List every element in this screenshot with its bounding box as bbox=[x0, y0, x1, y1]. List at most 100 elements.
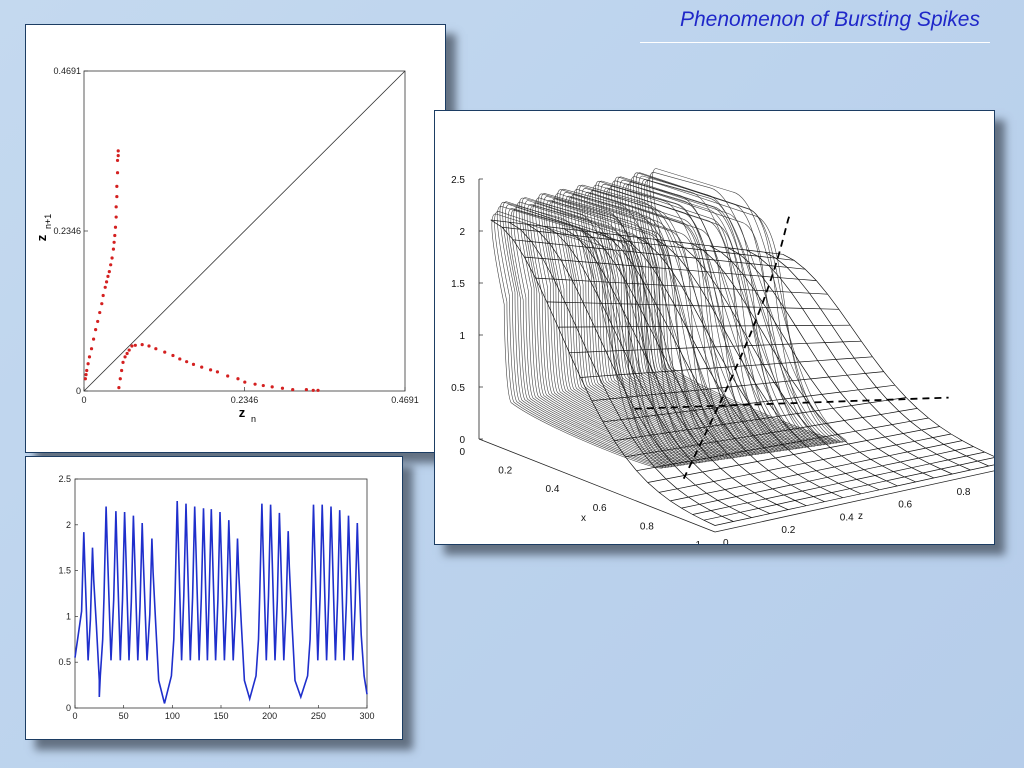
x-tick-label: 0.4 bbox=[545, 484, 559, 495]
map-point bbox=[91, 337, 96, 341]
trajectory-loop bbox=[521, 197, 697, 464]
surface-grid-line bbox=[490, 219, 783, 255]
map-point bbox=[87, 355, 92, 359]
map-point bbox=[200, 365, 204, 369]
map-point bbox=[117, 385, 121, 390]
map-point bbox=[116, 154, 120, 158]
map-point bbox=[243, 380, 247, 384]
x-tick-label: 250 bbox=[311, 711, 326, 721]
map-point bbox=[115, 158, 120, 163]
slide-title: Phenomenon of Bursting Spikes bbox=[679, 8, 980, 31]
trajectory-loop bbox=[594, 180, 781, 452]
z-tick-label: 0.6 bbox=[898, 500, 912, 511]
surface-grid-line bbox=[490, 219, 716, 526]
y-tick-label: 0.4691 bbox=[53, 66, 81, 76]
map-point bbox=[147, 344, 151, 348]
map-point bbox=[226, 374, 230, 378]
map-point bbox=[154, 347, 158, 351]
x-tick-label: 50 bbox=[119, 711, 129, 721]
map-point bbox=[280, 386, 285, 390]
y-tick-label: 0.2346 bbox=[53, 226, 81, 236]
trajectory-loop bbox=[543, 196, 722, 460]
trajectory-curves bbox=[491, 168, 847, 469]
map-point bbox=[83, 377, 87, 381]
surface-grid-line bbox=[709, 245, 935, 479]
map-point bbox=[191, 362, 196, 366]
surface-grid-line bbox=[636, 236, 862, 495]
map-point bbox=[115, 184, 119, 188]
dashed-nullclines bbox=[634, 215, 949, 480]
x-tick-label: 0.2346 bbox=[231, 395, 259, 405]
trajectory-loop bbox=[505, 204, 679, 467]
map-point bbox=[171, 353, 175, 358]
z-axis-line bbox=[714, 470, 994, 533]
x-tick-label: 0 bbox=[72, 711, 77, 721]
map-point bbox=[118, 377, 122, 381]
y-tick-label: 1 bbox=[66, 611, 71, 621]
title-underline bbox=[640, 42, 990, 43]
x-tick-label: 300 bbox=[359, 711, 374, 721]
return-map-panel: 0 0.2346 0.4691 0 0.2346 0.4691 z n z n+1 bbox=[25, 24, 446, 453]
map-point bbox=[101, 293, 105, 298]
surface-grid-line bbox=[764, 251, 989, 467]
surface-3d-chart: 00.511.522.500.20.40.60.8100.20.40.60.81… bbox=[451, 168, 994, 544]
y-axis-label-sub: n+1 bbox=[43, 214, 53, 229]
trajectory-loop bbox=[586, 192, 772, 453]
z-axis-label: z bbox=[858, 511, 863, 522]
trajectory-loop bbox=[646, 177, 841, 443]
dashed-nullcline bbox=[634, 396, 949, 410]
map-point bbox=[253, 382, 257, 386]
map-point bbox=[115, 171, 120, 175]
map-point bbox=[112, 240, 116, 244]
surface-grid-line bbox=[581, 230, 807, 507]
surface-grid-line bbox=[545, 226, 770, 514]
map-point bbox=[115, 194, 119, 199]
x-tick-label: 1 bbox=[695, 540, 701, 544]
map-point bbox=[114, 205, 118, 209]
y-tick-label: 2.5 bbox=[58, 474, 71, 484]
map-point bbox=[121, 360, 125, 364]
map-point bbox=[140, 343, 144, 347]
x-axis-label-sub: n bbox=[251, 414, 256, 424]
x-axis-label: x bbox=[581, 513, 586, 524]
map-point bbox=[100, 302, 104, 306]
trajectory-loop bbox=[510, 209, 685, 466]
map-point bbox=[120, 368, 124, 373]
3d-axes bbox=[478, 179, 994, 533]
trajectory-loop bbox=[524, 200, 700, 463]
x-axis-line bbox=[478, 438, 716, 533]
trajectory-loop bbox=[540, 193, 719, 461]
return-map-chart: 0 0.2346 0.4691 0 0.2346 0.4691 z n z n+1 bbox=[34, 66, 419, 424]
map-point bbox=[94, 328, 98, 332]
surface-grid-line bbox=[654, 238, 880, 491]
map-point bbox=[208, 368, 213, 372]
map-point bbox=[127, 348, 131, 352]
map-point bbox=[85, 368, 89, 373]
map-point bbox=[110, 256, 114, 260]
y-tick-label: 0 bbox=[66, 703, 71, 713]
map-point bbox=[236, 377, 240, 381]
map-point bbox=[107, 270, 111, 274]
map-point bbox=[104, 280, 109, 284]
map-point bbox=[215, 370, 220, 374]
x-tick-label: 0.6 bbox=[593, 503, 607, 514]
y-tick-label: 2 bbox=[459, 227, 465, 238]
dashed-nullcline bbox=[682, 215, 791, 480]
identity-diagonal bbox=[83, 70, 406, 392]
map-point bbox=[261, 383, 265, 388]
map-point bbox=[130, 344, 134, 348]
x-axis-label: z bbox=[239, 405, 246, 420]
x-tick-label: 0 bbox=[459, 447, 465, 458]
y-tick-label: 2 bbox=[66, 520, 71, 530]
map-point bbox=[163, 350, 167, 354]
y-tick-label: 0 bbox=[76, 386, 81, 396]
map-point bbox=[84, 373, 88, 377]
x-tick-label: 0 bbox=[81, 395, 86, 405]
surface-grid-line bbox=[673, 241, 898, 487]
map-point bbox=[311, 388, 315, 392]
surface-grid-line bbox=[563, 228, 789, 510]
trajectory-loop bbox=[499, 201, 672, 468]
y-tick-label: 2.5 bbox=[451, 175, 465, 186]
time-series-panel: 0 50 100 150 200 250 300 0 0.5 1 1.5 2 2.5 bbox=[25, 456, 403, 740]
surface-grid-line bbox=[527, 224, 752, 518]
